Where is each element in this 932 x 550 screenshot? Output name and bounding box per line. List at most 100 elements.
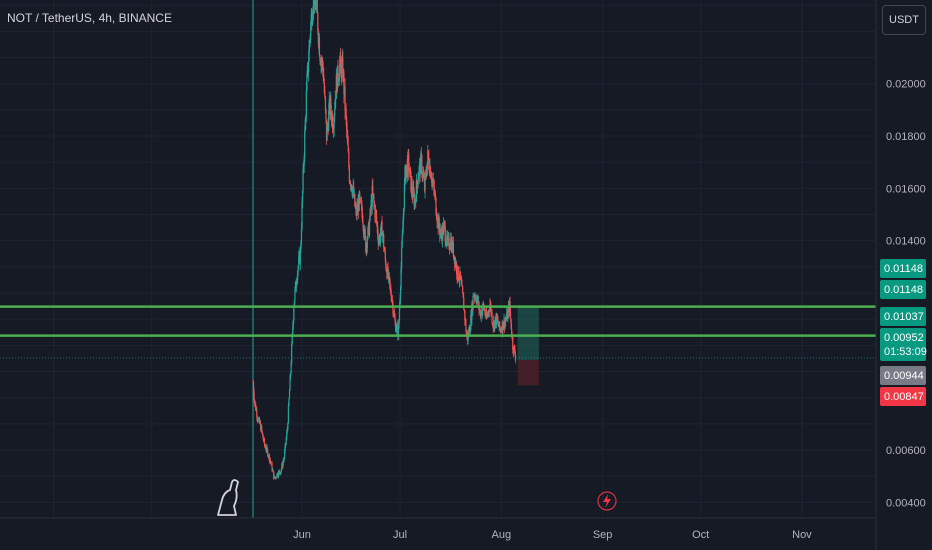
candle-body <box>462 292 464 298</box>
candle-body <box>375 210 377 216</box>
candle-body <box>390 286 392 295</box>
candle-body <box>505 319 507 321</box>
candle-body <box>288 398 290 406</box>
candle-body <box>458 279 460 282</box>
y-tick-label: 0.00600 <box>886 445 926 457</box>
candle-body <box>367 227 369 240</box>
candle-body <box>402 215 404 228</box>
candle-body <box>433 187 435 195</box>
candle-body <box>381 221 383 236</box>
candle-body <box>384 250 386 252</box>
candle-body <box>257 418 260 422</box>
candle-body <box>427 150 429 158</box>
candle-body <box>411 183 413 194</box>
candle-body <box>317 31 319 43</box>
candle-body <box>333 115 335 128</box>
candle-body <box>423 176 425 179</box>
candle-body <box>337 65 339 82</box>
candle-body <box>365 244 367 253</box>
candle-body <box>471 302 473 321</box>
candle-body <box>413 187 415 193</box>
candle-body <box>335 98 337 100</box>
candle-body <box>401 246 403 268</box>
candle-body <box>332 127 335 132</box>
price-label-down: 0.00847 <box>880 387 926 406</box>
candle-body <box>309 41 311 46</box>
candle-body <box>369 208 371 221</box>
candle-body <box>291 344 293 364</box>
candle-body <box>488 311 490 313</box>
candle-body <box>479 311 481 313</box>
candle-body <box>415 180 417 202</box>
candle-body <box>395 322 397 332</box>
candle-body <box>296 279 298 283</box>
candle-body <box>514 355 517 361</box>
candle-body <box>405 170 407 182</box>
candle-body <box>475 296 477 301</box>
candle-body <box>490 304 492 314</box>
candle-body <box>395 330 397 332</box>
candle-body <box>454 259 457 267</box>
candle-body <box>322 68 324 77</box>
candle-body <box>387 266 389 278</box>
candle-body <box>390 294 392 301</box>
candle-body <box>484 310 486 315</box>
candle-body <box>288 390 291 399</box>
candle-body <box>460 277 462 280</box>
currency-button[interactable]: USDT <box>882 5 926 35</box>
candle-body <box>383 248 385 251</box>
candle-body <box>330 98 332 113</box>
candle-body <box>280 472 282 474</box>
candle-body <box>438 217 440 228</box>
candle-body <box>366 239 368 249</box>
candle-body <box>304 120 306 131</box>
candle-body <box>293 306 295 321</box>
candle-body <box>275 477 278 479</box>
candle-body <box>421 155 423 174</box>
candle-body <box>511 328 513 337</box>
candle-body <box>334 99 336 110</box>
candle-body <box>389 276 391 284</box>
candle-body <box>465 331 468 335</box>
candle-body <box>290 363 292 373</box>
candle-body <box>331 114 334 129</box>
candle-body <box>494 320 496 329</box>
candle-body <box>402 227 404 236</box>
candle-body <box>340 55 342 64</box>
candle-body <box>497 320 499 325</box>
candle-body <box>445 241 447 245</box>
candle-body <box>286 429 288 432</box>
candle-body <box>272 469 274 472</box>
candle-body <box>289 376 291 391</box>
candle-body <box>396 325 398 331</box>
candle-body <box>334 109 336 116</box>
candle-body <box>359 192 361 199</box>
candle-body <box>496 313 498 320</box>
candle-body <box>302 168 304 192</box>
candle-body <box>384 251 386 261</box>
candle-body <box>277 475 279 477</box>
price-label-text: 0.00944 <box>884 370 924 382</box>
candle-body <box>307 61 310 73</box>
candle-body <box>292 320 294 328</box>
candle-body <box>323 76 325 83</box>
candle-body <box>461 284 463 287</box>
candle-body <box>292 327 294 334</box>
candle-body <box>464 310 466 321</box>
candle-body <box>317 12 319 32</box>
price-label-neutral: 0.00944 <box>880 366 926 385</box>
candle-body <box>328 110 330 131</box>
y-tick-label: 0.01600 <box>886 183 926 195</box>
candle-body <box>394 318 396 323</box>
candle-body <box>285 438 287 444</box>
candle-body <box>283 451 286 459</box>
candle-body <box>435 214 438 220</box>
candle-body <box>252 382 255 392</box>
y-tick-label: 0.01400 <box>886 236 926 248</box>
candle-body <box>358 192 360 211</box>
candle-body <box>420 154 422 175</box>
candle-body <box>287 405 289 424</box>
candle-body <box>430 177 432 179</box>
